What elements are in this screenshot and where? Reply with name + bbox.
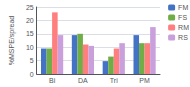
svg-text:FS: FS [178,14,187,21]
svg-text:10: 10 [26,44,34,51]
svg-text:%MSPE/spread: %MSPE/spread [8,16,16,66]
svg-text:RS: RS [178,34,188,41]
svg-text:Bi: Bi [49,77,56,84]
svg-text:RM: RM [178,24,189,31]
svg-text:Tri: Tri [110,77,118,84]
svg-text:5: 5 [30,57,34,64]
svg-text:20: 20 [26,17,34,24]
svg-text:25: 25 [26,4,34,11]
svg-text:PM: PM [139,77,150,84]
svg-text:15: 15 [26,30,34,37]
svg-text:0: 0 [30,71,34,78]
svg-text:DA: DA [78,77,88,84]
svg-text:FM: FM [178,4,188,11]
